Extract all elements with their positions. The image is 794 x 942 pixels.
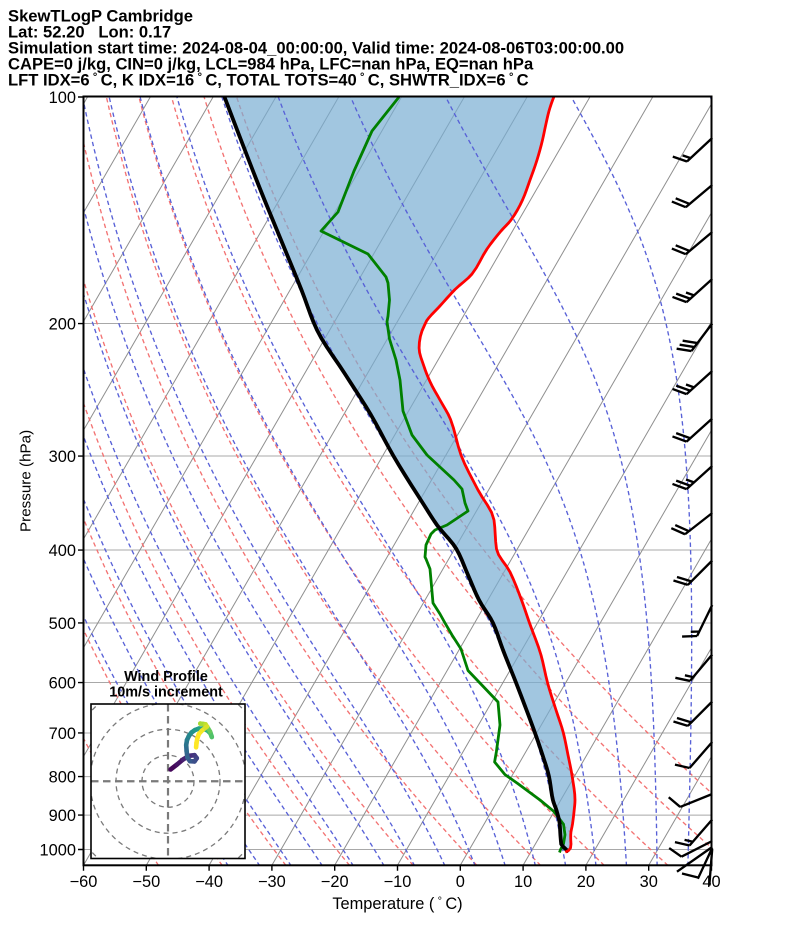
svg-text:LFT IDX=6 ° C, K IDX=16 ° C, T: LFT IDX=6 ° C, K IDX=16 ° C, TOTAL TOTS=… [8, 71, 529, 90]
svg-text:40: 40 [702, 873, 720, 891]
svg-text:30: 30 [640, 873, 658, 891]
svg-text:1000: 1000 [40, 841, 76, 859]
svg-text:0: 0 [456, 873, 465, 891]
svg-text:900: 900 [49, 807, 76, 825]
svg-text:10m/s increment: 10m/s increment [109, 685, 223, 701]
svg-text:Wind Profile: Wind Profile [124, 669, 208, 685]
svg-text:600: 600 [49, 674, 76, 692]
svg-text:800: 800 [49, 768, 76, 786]
svg-text:−40: −40 [195, 873, 223, 891]
svg-text:Temperature ( ° C): Temperature ( ° C) [332, 895, 462, 913]
svg-text:300: 300 [49, 448, 76, 466]
svg-text:Pressure (hPa): Pressure (hPa) [18, 430, 35, 532]
svg-text:700: 700 [49, 725, 76, 743]
svg-text:−20: −20 [321, 873, 349, 891]
svg-text:−10: −10 [384, 873, 412, 891]
svg-text:100: 100 [49, 89, 76, 107]
svg-text:20: 20 [577, 873, 595, 891]
svg-text:−30: −30 [258, 873, 286, 891]
svg-text:10: 10 [514, 873, 532, 891]
svg-text:400: 400 [49, 542, 76, 560]
svg-text:500: 500 [49, 615, 76, 633]
svg-text:200: 200 [49, 315, 76, 333]
svg-text:−60: −60 [70, 873, 98, 891]
svg-text:−50: −50 [132, 873, 160, 891]
